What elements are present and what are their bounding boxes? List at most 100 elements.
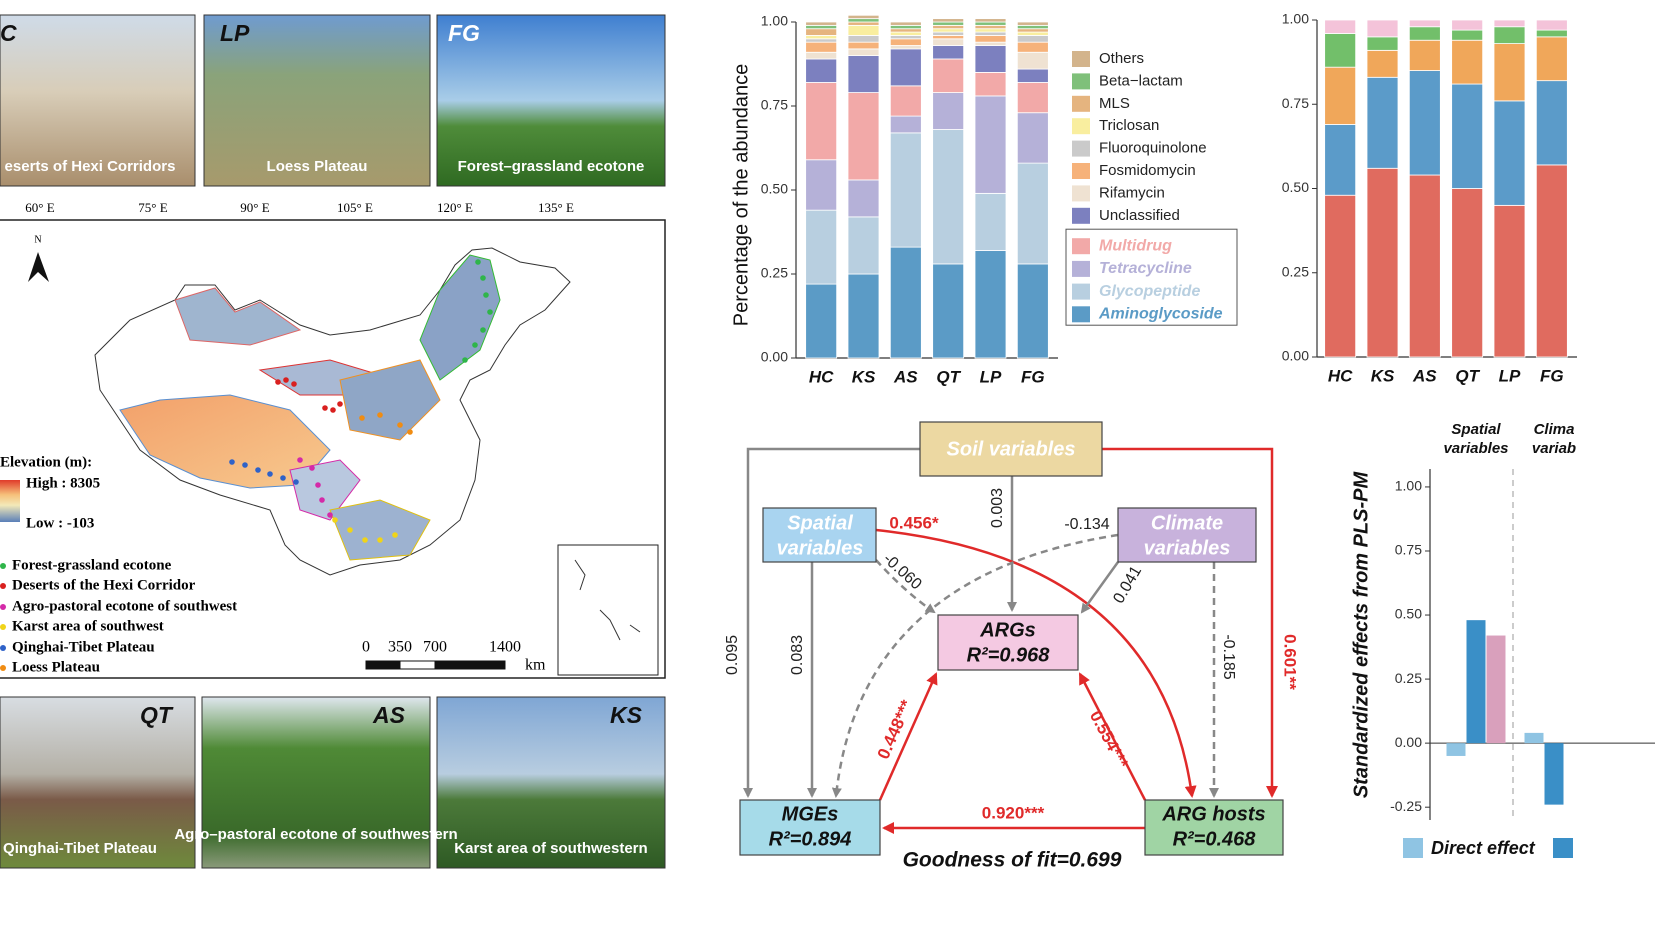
bar-segment <box>889 38 922 46</box>
north-label: N <box>34 234 41 245</box>
bar-segment <box>932 35 965 40</box>
x-tick-label: HC <box>1328 366 1353 385</box>
edge-label: 0.920*** <box>982 803 1045 822</box>
legend-label: Agro-pastoral ecotone of southwest <box>12 598 237 614</box>
bar-segment <box>1451 83 1484 189</box>
x-tick-label: KS <box>1371 366 1395 385</box>
bar-segment <box>805 159 838 211</box>
bar-segment <box>1324 124 1357 196</box>
arrow <box>743 447 920 798</box>
node-box <box>1144 799 1284 856</box>
bar-segment <box>1408 39 1441 71</box>
photo-code: QT <box>140 702 174 728</box>
bar-segment <box>1493 43 1526 102</box>
photo-caption: Qinghai-Tibet Plateau <box>3 840 157 857</box>
bar-segment <box>847 14 880 20</box>
photo <box>0 696 196 869</box>
site-dot <box>377 537 383 543</box>
site-dot <box>347 527 353 533</box>
bar-segment <box>805 24 838 30</box>
goodness-of-fit: Goodness of fit=0.699 <box>903 849 1122 872</box>
bar-segment <box>1366 167 1399 358</box>
inset-frame <box>557 544 659 676</box>
x-tick-label: LP <box>1499 366 1521 385</box>
bar-segment <box>1016 21 1049 26</box>
legend-label: Deserts of the Hexi Corridor <box>12 577 196 593</box>
legend-label: Others <box>1099 50 1144 67</box>
group-label: Spatial <box>1451 421 1501 438</box>
site-dot <box>359 415 365 421</box>
bar-segment <box>1324 66 1357 125</box>
y-tick-label: 0.50 <box>761 181 788 197</box>
site-dot <box>322 405 328 411</box>
legend-swatch <box>1072 118 1090 135</box>
group-label: variab <box>1532 440 1576 457</box>
bar <box>1544 743 1564 805</box>
node-box <box>739 799 881 856</box>
bar-segment <box>1451 19 1484 31</box>
bar-segment <box>974 18 1007 23</box>
legend-swatch <box>1553 838 1573 858</box>
bar-segment <box>1016 68 1049 83</box>
bar-segment <box>974 45 1007 73</box>
bar-segment <box>889 48 922 87</box>
legend-label: MLS <box>1099 95 1130 112</box>
y-tick-label: 0.25 <box>1395 670 1422 686</box>
site-dot <box>309 465 315 471</box>
scale-label: 350 <box>388 639 412 656</box>
photo <box>203 14 431 187</box>
arrow <box>1080 561 1120 614</box>
bar <box>1446 743 1466 756</box>
bar-segment <box>805 209 838 285</box>
y-tick-label: 0.50 <box>1282 179 1309 195</box>
bar-segment <box>847 55 880 93</box>
site-dot <box>280 475 286 481</box>
bar-segment <box>1535 80 1568 166</box>
node-box <box>937 614 1079 671</box>
edge-label: 0.083 <box>789 635 806 675</box>
photo-code: C <box>0 20 17 46</box>
node-label: R²=0.468 <box>1173 828 1257 850</box>
longitude-label: 75° E <box>138 200 167 215</box>
legend-dot <box>0 665 6 671</box>
x-tick-label: AS <box>893 367 918 386</box>
bar-segment <box>1324 194 1357 358</box>
legend-label: Qinghai-Tibet Plateau <box>12 639 155 655</box>
site-dot <box>475 259 481 265</box>
edge-label: -0.134 <box>1064 516 1109 533</box>
legend-swatch <box>1072 238 1090 255</box>
bar-segment <box>805 38 838 43</box>
site-dot <box>291 381 297 387</box>
site-dot <box>407 429 413 435</box>
bar-segment <box>805 41 838 53</box>
legend-dot <box>0 583 6 589</box>
bar-segment <box>889 31 922 36</box>
bar-segment <box>1366 36 1399 51</box>
site-dot <box>242 462 248 468</box>
legend-swatch <box>1072 140 1090 157</box>
elevation-bar <box>0 480 20 522</box>
legend-label: Beta−lactam <box>1099 72 1183 89</box>
bar-segment <box>974 250 1007 359</box>
x-tick-label: QT <box>936 367 961 386</box>
scale-bar <box>399 660 436 670</box>
bar-segment <box>889 21 922 26</box>
bar-segment <box>1493 26 1526 44</box>
bar-segment <box>932 58 965 93</box>
legend-label: Karst area of southwest <box>12 618 164 634</box>
bar-segment <box>1324 33 1357 68</box>
bar-segment <box>932 28 965 33</box>
region <box>419 254 501 381</box>
bar-segment <box>889 45 922 50</box>
bar-segment <box>932 92 965 130</box>
site-dot <box>337 401 343 407</box>
photo <box>0 14 196 187</box>
site-dot <box>332 517 338 523</box>
y-tick-label: 0.25 <box>761 265 788 281</box>
bar-segment <box>1324 19 1357 34</box>
bar-segment <box>974 24 1007 30</box>
bar-segment <box>847 35 880 43</box>
node-label: MGEs <box>782 803 839 825</box>
bar-segment <box>974 72 1007 97</box>
bar-segment <box>974 31 1007 36</box>
